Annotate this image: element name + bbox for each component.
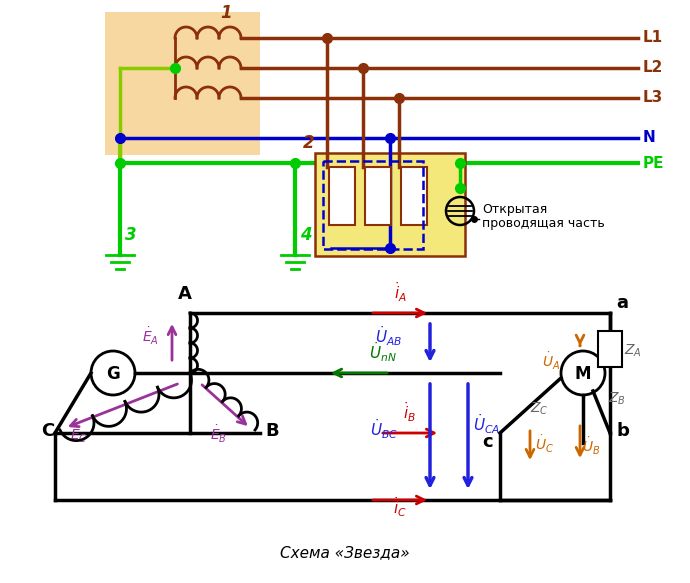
Text: $Z_A$: $Z_A$ [624, 343, 642, 359]
Text: L1: L1 [643, 30, 663, 45]
Text: A: A [178, 285, 192, 303]
FancyBboxPatch shape [329, 167, 355, 225]
Text: $\dot{U}_A$: $\dot{U}_A$ [542, 352, 560, 373]
Text: PE: PE [643, 156, 664, 170]
Text: $Z_B$: $Z_B$ [608, 391, 626, 408]
Text: $\dot{i}_C$: $\dot{i}_C$ [393, 495, 407, 519]
Text: N: N [643, 131, 656, 146]
Text: B: B [265, 422, 279, 440]
Text: G: G [106, 365, 120, 383]
Text: $\dot{i}_A$: $\dot{i}_A$ [393, 280, 406, 304]
Text: проводящая часть: проводящая часть [482, 217, 604, 230]
Text: $\dot{U}_C$: $\dot{U}_C$ [535, 434, 554, 455]
FancyBboxPatch shape [598, 331, 622, 367]
FancyBboxPatch shape [365, 167, 391, 225]
Text: Открытая: Открытая [482, 203, 547, 216]
FancyBboxPatch shape [401, 167, 427, 225]
Text: a: a [616, 294, 628, 312]
FancyBboxPatch shape [315, 153, 465, 256]
Text: M: M [575, 365, 591, 383]
FancyBboxPatch shape [105, 12, 260, 155]
Text: 2: 2 [303, 134, 315, 152]
Text: 1: 1 [220, 4, 232, 22]
Text: $\dot{U}_B$: $\dot{U}_B$ [582, 436, 600, 458]
Text: c: c [482, 433, 493, 451]
Text: Схема «Звезда»: Схема «Звезда» [280, 545, 410, 560]
Text: L2: L2 [643, 61, 663, 76]
Text: $\dot{U}_{nN}$: $\dot{U}_{nN}$ [369, 340, 397, 364]
Text: L3: L3 [643, 90, 663, 106]
Text: $\dot{E}_C$: $\dot{E}_C$ [70, 424, 88, 445]
Text: 4: 4 [300, 226, 312, 244]
Text: $\dot{U}_{BC}$: $\dot{U}_{BC}$ [370, 417, 398, 441]
Text: $\dot{E}_B$: $\dot{E}_B$ [210, 424, 227, 445]
Text: $Z_C$: $Z_C$ [530, 401, 549, 417]
Text: b: b [616, 422, 629, 440]
Text: $\dot{E}_A$: $\dot{E}_A$ [142, 326, 159, 347]
Text: $\dot{U}_{AB}$: $\dot{U}_{AB}$ [375, 324, 402, 347]
Text: $\dot{U}_{CA}$: $\dot{U}_{CA}$ [473, 412, 500, 436]
Text: 3: 3 [125, 226, 137, 244]
Text: $\dot{i}_B$: $\dot{i}_B$ [404, 400, 417, 424]
Text: C: C [41, 422, 55, 440]
